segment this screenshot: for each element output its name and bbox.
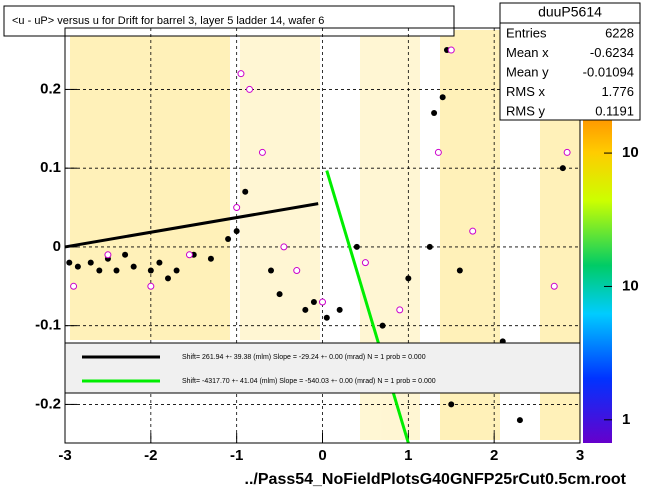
stats-box xyxy=(499,2,641,121)
point xyxy=(323,314,330,321)
point xyxy=(396,306,404,314)
point xyxy=(319,298,326,306)
point xyxy=(156,259,163,266)
point xyxy=(185,251,193,259)
stats-value: 6228 xyxy=(605,25,634,40)
point xyxy=(165,275,171,282)
point xyxy=(379,322,386,329)
title-box xyxy=(3,5,455,37)
stats-label: Entries xyxy=(506,25,547,40)
point xyxy=(456,267,463,274)
point xyxy=(280,243,288,251)
point xyxy=(439,94,446,101)
x-tick-label: 1 xyxy=(404,447,412,464)
point xyxy=(74,263,81,270)
z-tick-label: 10 xyxy=(622,277,639,294)
point xyxy=(258,148,266,156)
z-tick-label: 1 xyxy=(622,411,630,428)
x-axis-label: ../Pass54_NoFieldPlotsG40GNFP25rCut0.5cm… xyxy=(245,471,627,488)
fit-line xyxy=(325,170,410,444)
point xyxy=(469,227,477,235)
point xyxy=(130,263,137,270)
point xyxy=(361,259,369,267)
point xyxy=(276,291,283,298)
point xyxy=(237,70,245,78)
point xyxy=(302,306,309,313)
point xyxy=(173,267,180,274)
chart-title: <u - uP> versus u for Drift for barrel 3… xyxy=(12,15,324,27)
stats-label: RMS x xyxy=(506,84,546,99)
point xyxy=(431,110,438,117)
point xyxy=(563,148,571,156)
stats-label: Mean x xyxy=(506,45,549,60)
y-tick-label: 0.1 xyxy=(40,159,61,176)
legend-label: Shift= -4317.70 +- 41.04 (mlm) Slope = -… xyxy=(182,378,436,385)
x-tick-label: 0 xyxy=(318,447,326,464)
point xyxy=(550,282,558,290)
point xyxy=(70,282,78,290)
colorbar xyxy=(583,120,612,443)
legend-label: Shift= 261.94 +- 39.38 (mlm) Slope = -29… xyxy=(182,354,426,361)
point xyxy=(66,259,73,266)
x-tick-label: 3 xyxy=(576,447,584,464)
point xyxy=(246,85,254,93)
point xyxy=(516,417,523,424)
y-tick-label: -0.1 xyxy=(35,317,61,334)
fit-line xyxy=(64,202,319,249)
point xyxy=(233,204,241,212)
point xyxy=(113,267,120,274)
point xyxy=(233,228,240,235)
point xyxy=(207,255,214,262)
stats-value: 0.1191 xyxy=(595,103,634,118)
z-tick-label: 10 xyxy=(622,144,639,161)
point xyxy=(225,236,232,243)
fit-legend xyxy=(64,342,581,394)
point xyxy=(310,299,317,306)
point xyxy=(336,306,343,313)
density-band xyxy=(70,30,230,340)
x-tick-label: 2 xyxy=(490,447,498,464)
point xyxy=(293,267,301,275)
point xyxy=(96,267,103,274)
stats-value: -0.01094 xyxy=(583,64,634,79)
point xyxy=(122,251,129,258)
point xyxy=(405,275,412,282)
stats-label: RMS y xyxy=(506,103,546,118)
point xyxy=(268,267,274,274)
plot-frame xyxy=(64,27,581,444)
x-tick-label: -1 xyxy=(230,447,243,464)
x-tick-label: -3 xyxy=(58,447,71,464)
density-band xyxy=(240,30,320,340)
point xyxy=(353,243,360,250)
stats-label: Mean y xyxy=(506,64,549,79)
y-tick-label: 0 xyxy=(53,238,61,255)
stats-value: 1.776 xyxy=(601,84,634,99)
point xyxy=(448,401,455,408)
stats-title: duuP5614 xyxy=(538,4,602,20)
stats-value: -0.6234 xyxy=(590,45,634,60)
point xyxy=(104,251,112,259)
point xyxy=(434,148,442,156)
point xyxy=(242,188,249,195)
point xyxy=(447,46,455,54)
point xyxy=(147,282,155,290)
point xyxy=(147,267,154,274)
y-tick-label: 0.2 xyxy=(40,80,61,97)
y-tick-label: -0.2 xyxy=(35,395,61,412)
point xyxy=(559,165,566,172)
point xyxy=(426,243,433,250)
point xyxy=(87,259,94,266)
x-tick-label: -2 xyxy=(144,447,157,464)
